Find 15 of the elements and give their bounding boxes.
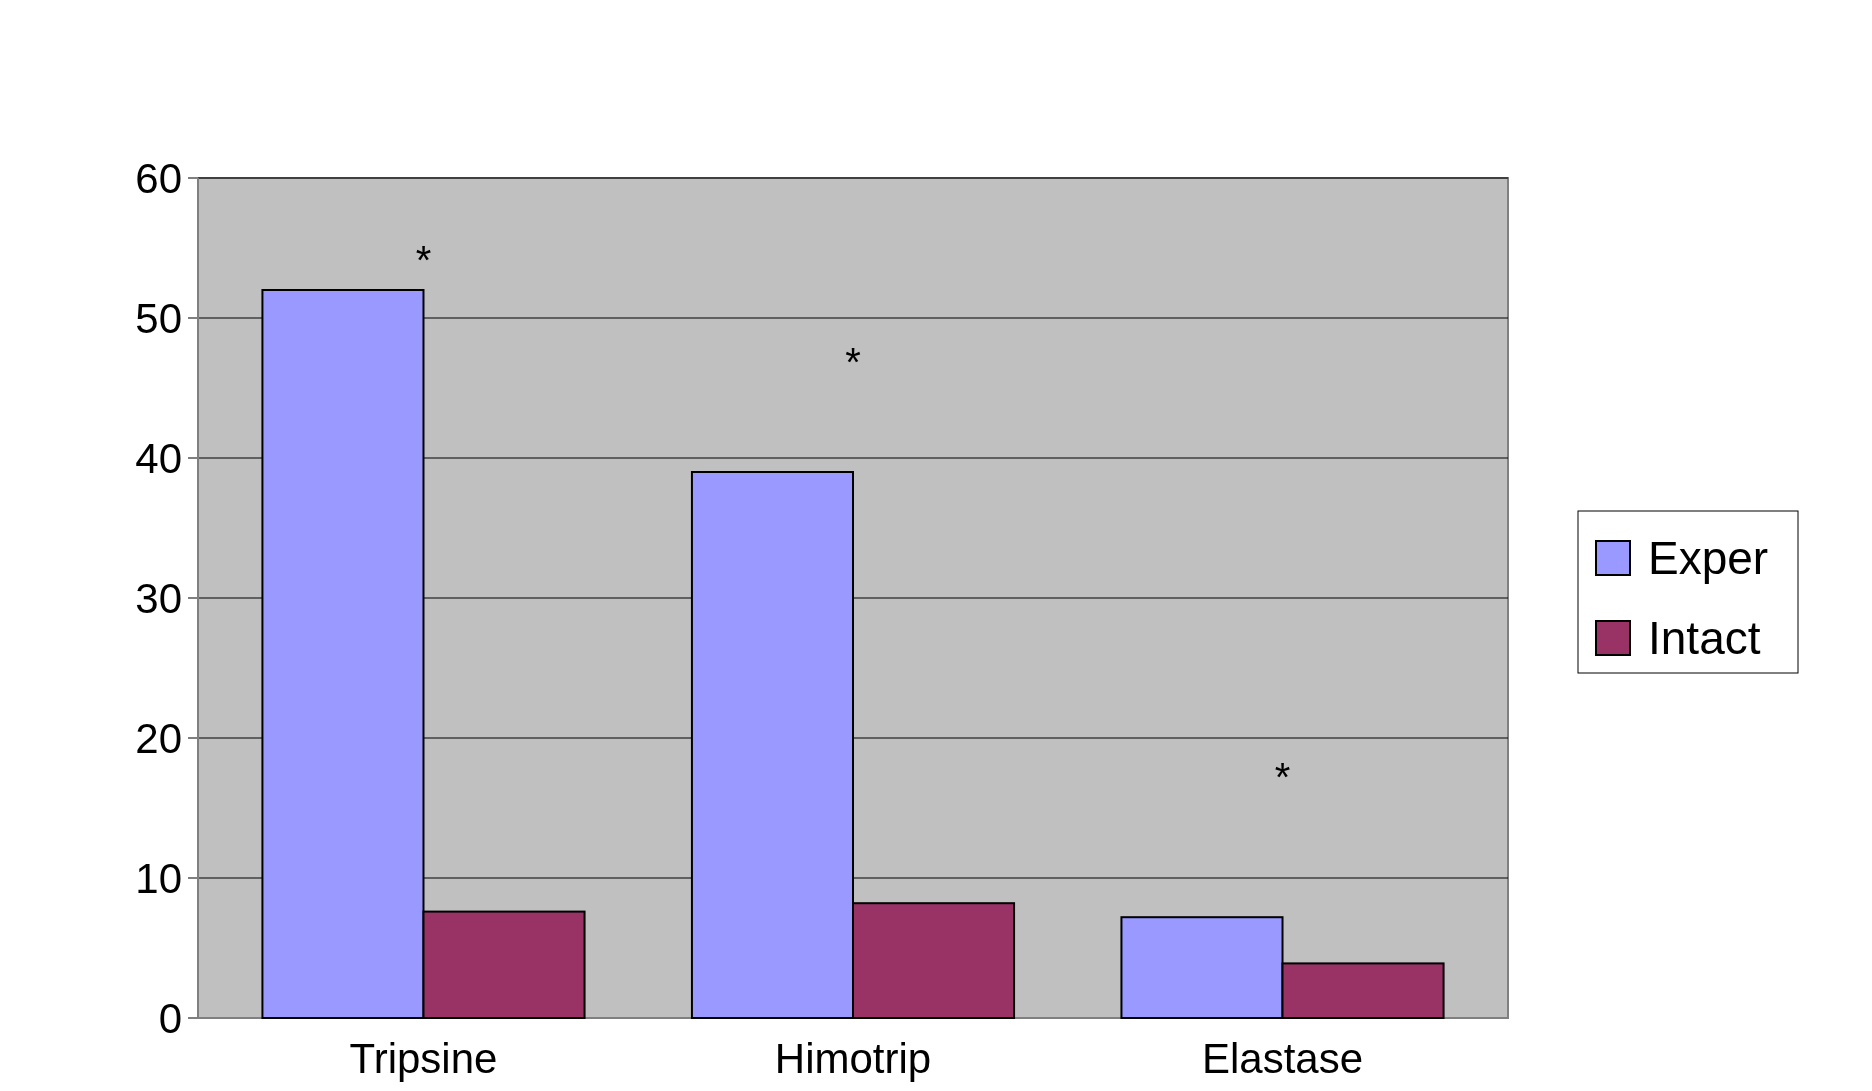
y-tick-label: 60: [135, 154, 182, 202]
y-tick-label: 50: [135, 294, 182, 342]
annotation: *: [415, 238, 432, 282]
y-tick-label: 20: [135, 714, 182, 762]
y-tick-label: 10: [135, 854, 182, 902]
y-tick-label: 0: [158, 994, 182, 1042]
annotation: *: [845, 340, 861, 384]
x-tick-label: Himotrip: [774, 1035, 932, 1082]
y-tick-label: 30: [135, 574, 182, 622]
x-tick-label: Elastase: [1201, 1035, 1364, 1082]
legend-label: Exper: [1648, 532, 1769, 585]
y-tick-label: 40: [135, 434, 182, 482]
x-tick-label: Tripsine: [349, 1035, 498, 1082]
annotation: *: [1274, 755, 1291, 800]
legend-label: Intact: [1648, 612, 1761, 665]
